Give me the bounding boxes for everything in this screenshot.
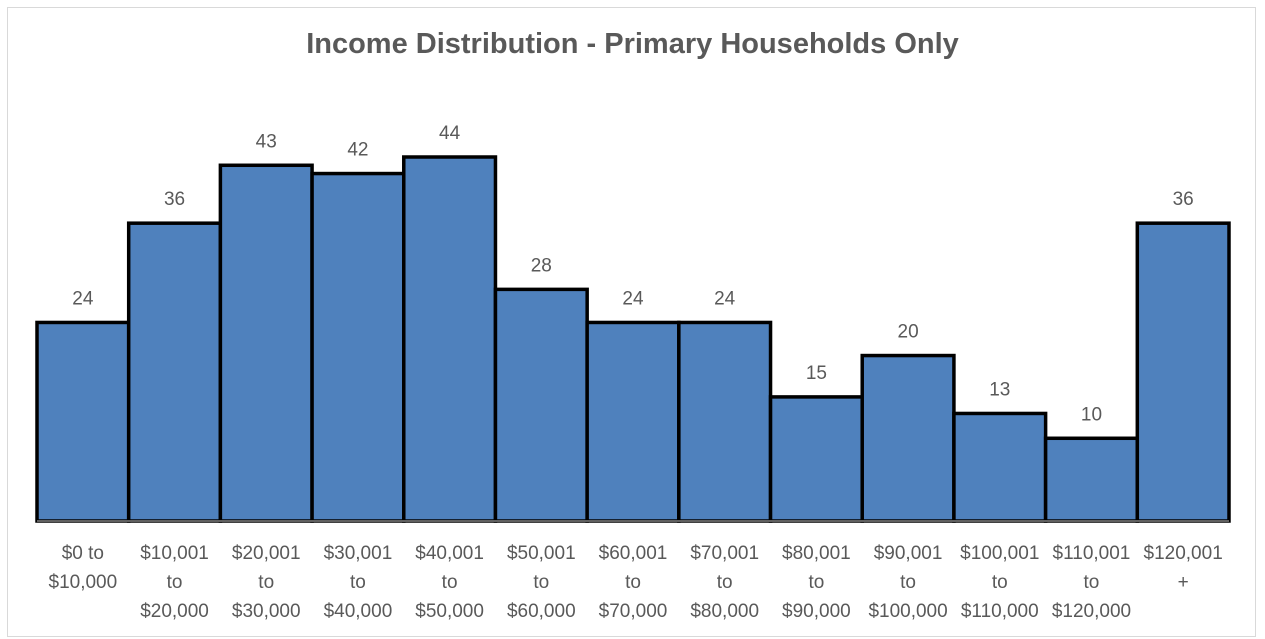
x-tick-label-line: $10,001 bbox=[140, 543, 209, 564]
bar bbox=[1043, 436, 1140, 523]
x-tick-label-line: $0 to bbox=[62, 543, 104, 564]
x-tick-label: $50,001 to $60,000 bbox=[507, 543, 576, 622]
x-tick-label-line: $120,000 bbox=[1052, 601, 1131, 622]
x-tick-label-line: $90,001 bbox=[874, 543, 943, 564]
bar bbox=[677, 320, 773, 523]
data-label: 42 bbox=[347, 140, 368, 161]
x-tick-label-line: $110,000 bbox=[961, 601, 1039, 622]
x-tick-label-line: $20,001 bbox=[232, 543, 301, 564]
x-tick-label-line: to bbox=[992, 572, 1008, 593]
bar bbox=[768, 395, 864, 523]
x-tick-label-line: to bbox=[900, 572, 916, 593]
data-label: 10 bbox=[1081, 404, 1102, 425]
x-tick-label: $100,001 to $110,000 bbox=[960, 543, 1039, 622]
bar bbox=[35, 320, 131, 523]
bar bbox=[126, 221, 223, 523]
x-tick-label-line: $10,000 bbox=[49, 572, 118, 593]
x-tick-label-line: $30,000 bbox=[232, 601, 301, 622]
data-label: 43 bbox=[256, 131, 277, 152]
x-tick-label-line: $120,001 bbox=[1144, 543, 1223, 564]
x-tick-label-line: to bbox=[167, 572, 183, 593]
bar bbox=[310, 171, 406, 523]
x-tick-label: $30,001 to $40,000 bbox=[324, 543, 393, 622]
x-tick-label-line: to bbox=[717, 572, 733, 593]
x-tick-label-line: $80,001 bbox=[782, 543, 851, 564]
x-tick-label-line: to bbox=[258, 572, 274, 593]
x-tick-label-line: $100,000 bbox=[868, 601, 947, 622]
x-tick-label-line: $30,001 bbox=[324, 543, 393, 564]
x-tick-label-line: to bbox=[350, 572, 366, 593]
x-tick-label-line: $20,000 bbox=[140, 601, 209, 622]
bar bbox=[493, 287, 589, 523]
x-tick-label-line: $60,000 bbox=[507, 601, 576, 622]
x-tick-label: $120,001 + bbox=[1144, 543, 1223, 593]
x-tick-label: $110,001 to $120,000 bbox=[1052, 543, 1131, 622]
bar bbox=[402, 155, 498, 523]
chart-title: Income Distribution - Primary Households… bbox=[306, 28, 959, 60]
data-label: 20 bbox=[898, 322, 919, 343]
x-tick-label: $90,001 to $100,000 bbox=[868, 543, 947, 622]
x-tick-label-line: to bbox=[625, 572, 641, 593]
x-tick-label-line: $70,001 bbox=[690, 543, 759, 564]
bar bbox=[218, 163, 314, 523]
data-label: 24 bbox=[72, 288, 94, 309]
x-tick-label-line: $40,000 bbox=[324, 601, 393, 622]
x-tick-label-line: $40,001 bbox=[415, 543, 484, 564]
bar bbox=[952, 411, 1048, 523]
x-tick-label-line: to bbox=[442, 572, 458, 593]
data-label: 36 bbox=[1173, 189, 1194, 210]
x-tick-label-line: + bbox=[1178, 572, 1189, 593]
x-tick-label-line: $100,001 bbox=[960, 543, 1039, 564]
x-tick-label-line: to bbox=[1084, 572, 1100, 593]
x-tick-label-line: $60,001 bbox=[599, 543, 668, 564]
x-tick-label-line: $90,000 bbox=[782, 601, 851, 622]
x-tick-label: $80,001 to $90,000 bbox=[782, 543, 851, 622]
x-tick-label: $0 to $10,000 bbox=[49, 543, 118, 593]
data-label: 28 bbox=[531, 255, 552, 276]
x-tick-label-line: $50,001 bbox=[507, 543, 576, 564]
data-label: 13 bbox=[989, 379, 1010, 400]
data-label: 36 bbox=[164, 189, 185, 210]
bar bbox=[585, 320, 681, 523]
x-tick-label: $60,001 to $70,000 bbox=[599, 543, 668, 622]
x-tick-label-line: $80,000 bbox=[690, 601, 759, 622]
x-tick-label: $70,001 to $80,000 bbox=[690, 543, 759, 622]
x-tick-label-line: to bbox=[808, 572, 824, 593]
x-tick-label: $40,001 to $50,000 bbox=[415, 543, 484, 622]
x-tick-label-line: $50,000 bbox=[415, 601, 484, 622]
data-label: 44 bbox=[439, 123, 461, 144]
data-label: 24 bbox=[622, 288, 644, 309]
bar bbox=[1135, 221, 1231, 523]
x-tick-label-line: $110,001 bbox=[1053, 543, 1131, 564]
data-label: 15 bbox=[806, 363, 827, 384]
bar bbox=[860, 353, 956, 523]
x-tick-label: $10,001 to $20,000 bbox=[140, 543, 209, 622]
x-tick-label-line: $70,000 bbox=[599, 601, 668, 622]
x-tick-label-line: to bbox=[533, 572, 549, 593]
data-label: 24 bbox=[714, 288, 736, 309]
x-tick-label: $20,001 to $30,000 bbox=[232, 543, 301, 622]
